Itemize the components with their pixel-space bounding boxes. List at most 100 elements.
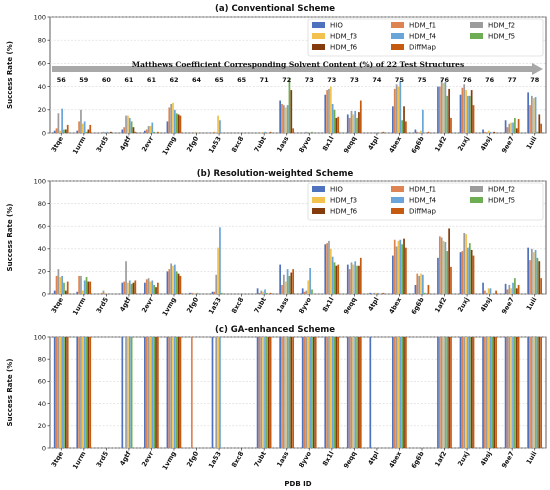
bar-hdm_f3-9ee7 (510, 122, 513, 133)
bar-hdm_f5-1ass (288, 275, 291, 294)
bar-hdm_f1-1uii (529, 105, 531, 133)
legend-swatch-hdm_f3 (312, 197, 325, 203)
bar-hdm_f3-1uii (532, 252, 535, 294)
bar-hdm_f1-7ubt (258, 337, 261, 448)
bar-hdm_f1-9ee7 (506, 337, 509, 448)
bar-hdm_f2-4gtf (125, 261, 127, 294)
bar-hdm_f3-1af2 (442, 337, 445, 448)
bar-hdm_f6-9ee7 (515, 288, 518, 294)
bar-hdm_f6-9eqq (358, 337, 360, 448)
legend-swatch-hdm_f2 (470, 22, 483, 28)
x-tick-label-8xc8: 8xc8 (230, 135, 246, 154)
bar-diffmap-9ee7 (517, 119, 520, 133)
x-tick-label-3rd5: 3rd5 (95, 450, 111, 469)
legend-label-hdm_f6: HDM_f6 (330, 208, 358, 216)
annotation-arrowhead (532, 63, 543, 75)
bar-hdm_f4-4bex (399, 239, 402, 294)
bar-diffmap-9eqq (359, 100, 362, 133)
legend: HIO HDM_f1 HDM_f2 HDM_f3 HDM_f4 HDM_f5 HDM_f6 D… (307, 18, 544, 57)
x-tick-label-2fg0: 2fg0 (185, 450, 200, 469)
bar-hdm_f5-4bex (401, 120, 404, 133)
bar-hdm_f2-8yvo (305, 131, 308, 133)
y-tick-label: 80 (38, 200, 46, 208)
bar-hdm_f4-1ass (286, 105, 289, 133)
bar-hdm_f1-4bsj (484, 337, 486, 448)
bar-hdm_f1-1uii (529, 337, 531, 448)
legend-frame (307, 18, 544, 57)
bar-hdm_f3-6g6b (420, 273, 422, 294)
bar-hdm_f1-4bsj (484, 131, 486, 133)
legend-label-hdm_f4: HDM_f4 (409, 33, 437, 41)
bar-hdm_f5-7ubt (266, 292, 268, 294)
legend-swatch-hdm_f4 (391, 197, 404, 203)
solvent-content-value-1a53: 65 (215, 76, 225, 84)
bar-hdm_f4-1af2 (444, 337, 447, 448)
bar-hdm_f5-9eqq (356, 117, 358, 133)
solvent-content-value-2evr: 61 (147, 76, 157, 84)
bar-hdm_f2-2evr (147, 126, 150, 133)
bar-hio-1a53 (211, 337, 214, 448)
bar-hdm_f1-1urm (78, 337, 80, 448)
legend-swatch-hdm_f4 (391, 33, 404, 39)
y-axis-label: Success Rate (%) (6, 204, 14, 272)
bar-hdm_f4-1urm (83, 121, 86, 133)
bar-hdm_f1-4bex (393, 337, 396, 448)
bar-hdm_f1-2uxj (461, 87, 464, 133)
bar-hdm_f1-1a53 (213, 291, 216, 294)
x-tick-label-1a53: 1a53 (207, 296, 223, 316)
bar-hio-1af2 (437, 257, 439, 294)
solvent-content-value-2uxj: 76 (463, 76, 473, 84)
chart-title: (c) GA-enhanced Scheme (215, 325, 335, 335)
bar-hdm_f3-8yvo (307, 280, 310, 294)
bar-hdm_f6-1uii (538, 261, 541, 294)
x-tick-label-9eqq: 9eqq (342, 296, 358, 316)
bar-hio-3tqe (53, 290, 56, 294)
bar-hdm_f5-1ass (288, 78, 291, 133)
bar-hdm_f4-1urm (83, 337, 86, 448)
bar-diffmap-4gtf (134, 280, 137, 294)
bar-hdm_f4-4bsj (489, 131, 492, 133)
x-tick-label-9ee7: 9ee7 (500, 135, 516, 154)
bar-hdm_f2-8yvo (305, 337, 308, 448)
bar-hdm_f2-4bex (395, 246, 398, 294)
bar-hdm_f1-6g6b (416, 131, 419, 133)
legend-label-hdm_f1: HDM_f1 (409, 186, 436, 194)
bar-diffmap-3tqe (66, 281, 69, 294)
x-tick-label-4bex: 4bex (387, 449, 403, 469)
bar-hio-2uxj (459, 252, 462, 294)
bar-hdm_f3-1urm (81, 123, 84, 133)
bar-hdm_f1-3tqe (55, 128, 58, 133)
legend-swatch-hdm_f5 (470, 33, 483, 39)
bar-hdm_f1-1ass (281, 284, 283, 294)
bar-hdm_f6-4bex (403, 337, 405, 448)
bar-diffmap-1ass (292, 337, 295, 448)
bar-hdm_f4-2uxj (467, 247, 469, 294)
bar-hdm_f5-8x1l (333, 109, 336, 133)
bar-hdm_f2-2evr (147, 278, 150, 294)
bar-hdm_f4-1uii (534, 97, 537, 133)
bar-hdm_f2-9eqq (350, 110, 353, 133)
bar-hio-2evr (144, 130, 146, 133)
bar-hio-7ubt (256, 288, 259, 294)
bar-hdm_f6-1ass (290, 272, 293, 294)
bar-hio-2uxj (459, 337, 462, 448)
y-tick-label: 0 (42, 290, 46, 298)
bar-hdm_f2-1a53 (215, 337, 218, 448)
bar-hdm_f6-4bex (403, 238, 405, 294)
bar-hdm_f6-9eqq (358, 265, 360, 294)
bar-hdm_f6-7ubt (267, 337, 270, 448)
bar-hdm_f3-4bsj (487, 130, 490, 133)
bar-hdm_f4-1ass (286, 269, 289, 294)
x-tick-label-6g6b: 6g6b (410, 296, 426, 316)
bar-hdm_f1-9eqq (348, 117, 351, 133)
bar-hdm_f1-6g6b (416, 273, 419, 294)
bar-diffmap-2evr (157, 131, 159, 133)
bar-hdm_f1-3tqe (55, 275, 58, 294)
chart-panel-1: (a) Conventional Scheme 0 20 40 60 80 100 Succe… (6, 4, 547, 156)
bar-hdm_f6-9ee7 (515, 337, 518, 448)
bar-hdm_f5-2uxj (468, 337, 471, 448)
legend-swatch-hdm_f6 (312, 208, 325, 214)
bar-hio-1af2 (437, 337, 439, 448)
bar-diffmap-7ubt (269, 337, 272, 448)
bar-hdm_f6-1af2 (448, 337, 450, 448)
